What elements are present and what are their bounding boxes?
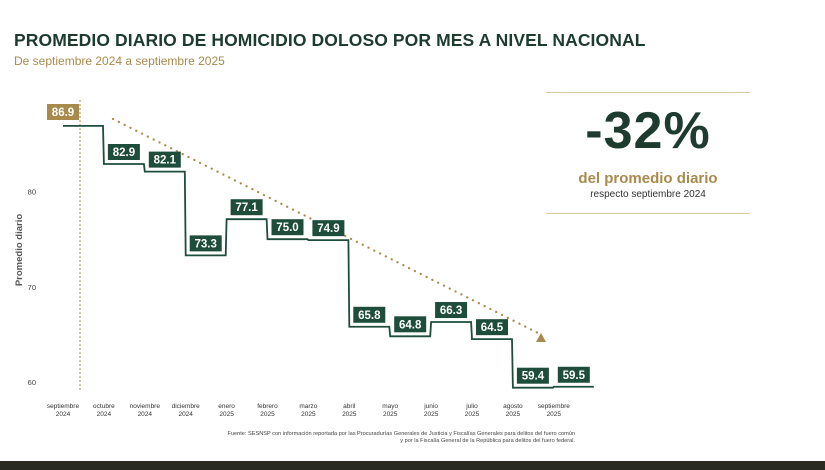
data-label: 64.5 — [481, 322, 504, 334]
y-tick-label: 80 — [28, 188, 36, 197]
x-tick-year: 2025 — [260, 411, 275, 418]
x-tick-month: abril — [343, 403, 356, 410]
data-label-box — [107, 143, 140, 160]
data-label: 75.0 — [276, 222, 298, 234]
trend-arrowhead — [536, 333, 546, 342]
x-tick-year: 2025 — [342, 411, 357, 418]
x-tick-year: 2025 — [383, 411, 398, 418]
data-label-box — [271, 219, 304, 236]
stat-card: -32% del promedio diario respecto septie… — [546, 92, 750, 214]
x-tick-month: junio — [423, 403, 438, 410]
x-tick-month: septiembre — [538, 403, 571, 410]
data-label: 74.9 — [317, 223, 339, 235]
y-tick-label: 60 — [28, 378, 36, 387]
x-tick-month: enero — [218, 403, 235, 410]
chart-subtitle: De septiembre 2024 a septiembre 2025 — [14, 54, 225, 68]
x-tick-month: mayo — [382, 403, 398, 410]
x-tick-year: 2025 — [219, 411, 234, 418]
y-axis-label: Promedio diario — [14, 214, 25, 287]
trend-line — [111, 117, 540, 335]
x-tick-year: 2025 — [465, 411, 480, 418]
data-label-box — [353, 306, 386, 323]
chart-title: PROMEDIO DIARIO DE HOMICIDIO DOLOSO POR … — [14, 30, 646, 50]
x-tick-year: 2024 — [138, 411, 153, 418]
data-label: 86.9 — [52, 107, 74, 119]
data-label: 59.4 — [522, 371, 545, 383]
data-label-box — [394, 316, 427, 333]
x-tick-year: 2024 — [97, 411, 112, 418]
source-note: Fuente: SESNSP con información reportada… — [175, 431, 575, 445]
data-label-box — [47, 104, 79, 120]
data-label-box — [148, 151, 181, 168]
x-tick-year: 2025 — [506, 411, 521, 418]
data-label: 64.8 — [399, 319, 422, 331]
x-tick-month: diciembre — [172, 403, 201, 410]
x-tick-month: julio — [465, 403, 478, 410]
data-label-box — [476, 319, 508, 336]
footer-bar — [0, 461, 825, 470]
source-line: Fuente: SESNSP con información reportada… — [227, 431, 575, 437]
x-tick-month: marzo — [299, 403, 317, 410]
data-label: 77.1 — [235, 202, 258, 214]
series-step-line — [63, 125, 594, 389]
data-label-box — [189, 235, 222, 252]
x-tick-year: 2025 — [301, 411, 316, 418]
data-label-box — [230, 199, 263, 216]
stat-value: -32% — [585, 102, 711, 160]
data-label: 73.3 — [195, 238, 217, 250]
x-tick-year: 2025 — [424, 411, 439, 418]
stat-subcaption: respecto septiembre 2024 — [590, 189, 706, 200]
x-tick-year: 2024 — [178, 411, 193, 418]
data-label: 82.1 — [154, 155, 177, 167]
data-label: 65.8 — [358, 310, 381, 322]
x-tick-month: agosto — [503, 403, 523, 410]
x-tick-month: febrero — [257, 403, 278, 410]
data-label: 59.5 — [563, 370, 586, 382]
data-label-box — [516, 367, 549, 384]
x-tick-month: octubre — [93, 403, 115, 410]
stat-caption: del promedio diario — [578, 170, 718, 187]
data-label-box — [435, 302, 468, 319]
x-tick-year: 2024 — [56, 411, 71, 418]
x-tick-month: septiembre — [47, 403, 80, 410]
x-tick-month: noviembre — [130, 403, 161, 410]
y-tick-label: 70 — [28, 283, 36, 292]
data-label: 82.9 — [113, 147, 135, 159]
data-label-box — [557, 366, 590, 383]
data-label-box — [312, 220, 345, 237]
data-label: 66.3 — [440, 305, 462, 317]
x-tick-year: 2025 — [547, 411, 562, 418]
source-line: y por la Fiscalía General de la Repúblic… — [400, 438, 575, 444]
